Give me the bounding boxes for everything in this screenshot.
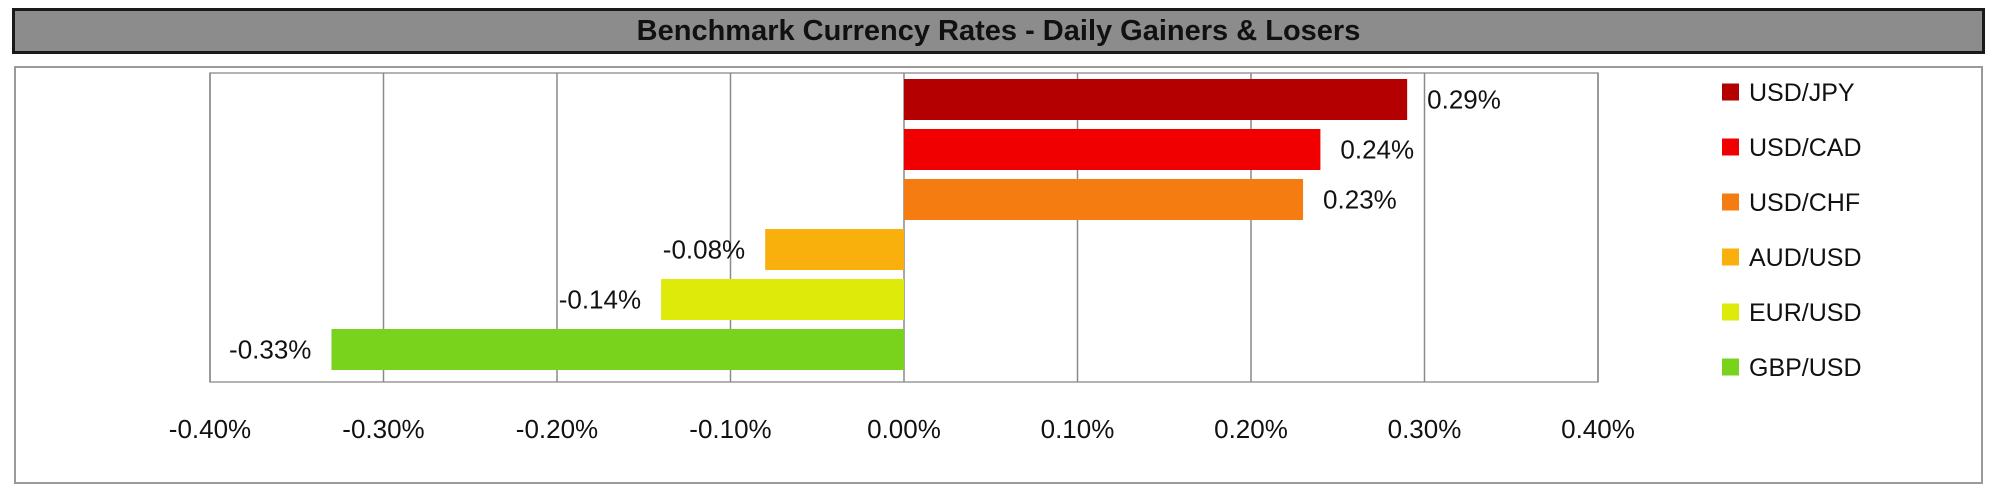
x-tick-label: 0.00%: [867, 414, 941, 444]
legend-swatch: [1722, 138, 1739, 156]
legend-swatch: [1722, 358, 1739, 376]
bar-eur-usd: [661, 279, 904, 320]
data-label: 0.24%: [1340, 135, 1414, 165]
x-tick-label: -0.10%: [689, 414, 771, 444]
data-label: 0.29%: [1427, 85, 1501, 115]
x-tick-label: -0.20%: [516, 414, 598, 444]
legend-label: USD/JPY: [1749, 79, 1855, 107]
legend-label: AUD/USD: [1749, 244, 1862, 272]
data-label: -0.14%: [559, 285, 641, 315]
legend-swatch: [1722, 248, 1739, 266]
x-tick-label: 0.20%: [1214, 414, 1288, 444]
x-tick-label: -0.40%: [169, 414, 251, 444]
legend-swatch: [1722, 193, 1739, 211]
legend-swatch: [1722, 83, 1739, 101]
chart-title: Benchmark Currency Rates - Daily Gainers…: [636, 14, 1361, 47]
data-label: -0.33%: [229, 335, 311, 365]
legend-swatch: [1722, 303, 1739, 321]
legend-label: USD/CAD: [1749, 134, 1862, 162]
data-label: -0.08%: [663, 235, 745, 265]
bar-usd-cad: [904, 129, 1321, 170]
legend-label: GBP/USD: [1749, 354, 1862, 382]
bar-gbp-usd: [331, 329, 904, 370]
legend-label: EUR/USD: [1749, 299, 1862, 327]
bar-usd-jpy: [904, 79, 1408, 120]
bar-usd-chf: [904, 179, 1304, 220]
x-tick-label: 0.10%: [1041, 414, 1115, 444]
chart-title-bar: Benchmark Currency Rates - Daily Gainers…: [12, 8, 1985, 54]
x-tick-label: -0.30%: [342, 414, 424, 444]
data-label: 0.23%: [1323, 185, 1397, 215]
legend-label: USD/CHF: [1749, 189, 1860, 217]
bar-aud-usd: [765, 229, 904, 270]
x-tick-label: 0.40%: [1561, 414, 1635, 444]
x-tick-label: 0.30%: [1388, 414, 1462, 444]
